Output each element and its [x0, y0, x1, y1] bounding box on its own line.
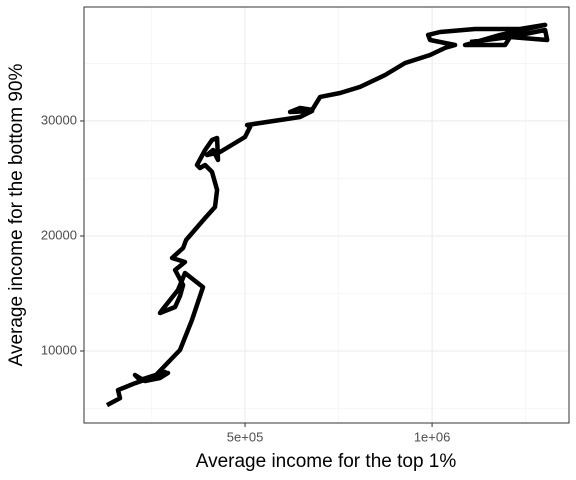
x-axis-title: Average income for the top 1%	[196, 451, 457, 472]
y-tick-label: 20000	[41, 227, 77, 242]
y-tick-label: 10000	[41, 342, 77, 357]
x-tick-label: 1e+06	[414, 429, 451, 444]
panel-border	[83, 6, 570, 424]
data-line	[105, 22, 550, 408]
y-tick-label: 30000	[41, 112, 77, 127]
panel	[84, 7, 569, 423]
x-tick-label: 5e+05	[227, 429, 264, 444]
y-axis-title: Average income for the bottom 90%	[6, 64, 27, 367]
